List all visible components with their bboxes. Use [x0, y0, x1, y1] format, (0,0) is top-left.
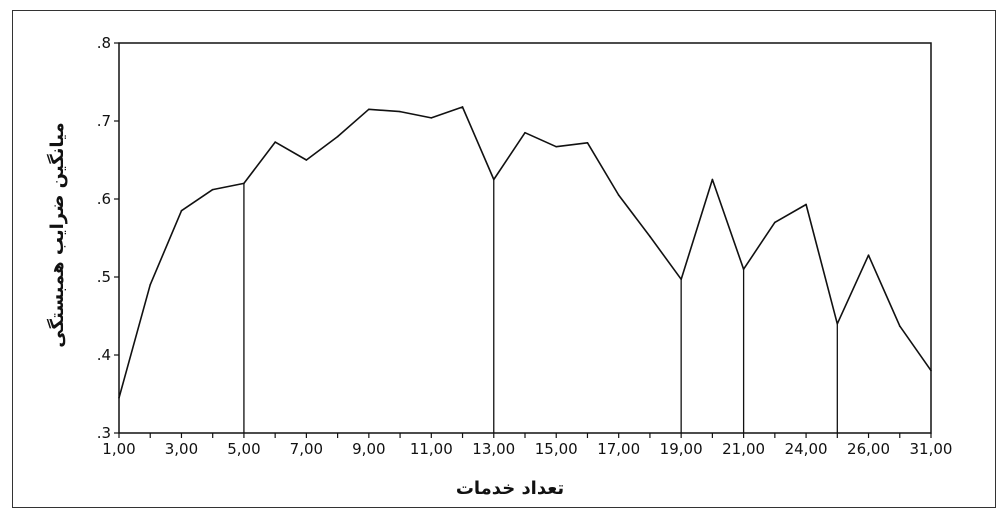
- x-tick-label: 19,00: [660, 440, 703, 458]
- y-tick-label: .5: [97, 268, 111, 286]
- y-tick-label: .3: [97, 424, 111, 442]
- x-tick-label: 9,00: [352, 440, 385, 458]
- data-point: [930, 369, 932, 372]
- y-tick-label: .8: [97, 34, 111, 52]
- drop-lines: [243, 179, 838, 433]
- line-chart: .3 .4 .5 .6 .7 .8 1,00 3,00 5,00 7,00 9,00 11,00 13…: [46, 34, 952, 499]
- data-point: [524, 131, 526, 134]
- data-point: [711, 178, 714, 181]
- data-point: [305, 159, 308, 161]
- series-line: [118, 106, 932, 399]
- data-point: [680, 278, 682, 281]
- data-point: [805, 203, 807, 206]
- series-polyline: [118, 106, 932, 399]
- data-point: [430, 117, 433, 119]
- y-tick-label: .7: [97, 112, 111, 130]
- data-point: [274, 141, 276, 143]
- x-tick-label: 15,00: [535, 440, 578, 458]
- chart-frame: .3 .4 .5 .6 .7 .8 1,00 3,00 5,00 7,00 9,00 11,00 13…: [12, 10, 996, 508]
- x-tick-label: 31,00: [910, 440, 953, 458]
- y-tick-label: .6: [97, 190, 111, 208]
- y-axis-ticks: .3 .4 .5 .6 .7 .8: [97, 34, 119, 442]
- data-point: [180, 209, 183, 212]
- x-tick-label: 13,00: [472, 440, 515, 458]
- y-axis-title: میانگین ضرایب همبستگی: [46, 122, 68, 347]
- x-tick-label: 1,00: [102, 440, 135, 458]
- data-point: [742, 268, 745, 271]
- data-point: [368, 108, 370, 111]
- plot-area-border: [118, 42, 932, 434]
- data-point: [836, 323, 839, 325]
- data-point: [555, 145, 558, 148]
- data-point: [149, 284, 152, 286]
- data-point: [898, 325, 901, 327]
- data-point: [118, 397, 120, 399]
- axes: [118, 42, 932, 434]
- data-point: [211, 188, 214, 191]
- x-tick-label: 26,00: [847, 440, 890, 458]
- x-tick-label: 7,00: [290, 440, 323, 458]
- data-point: [336, 135, 339, 138]
- y-tick-label: .4: [97, 346, 111, 364]
- data-point: [649, 235, 651, 238]
- x-tick-label: 3,00: [165, 440, 198, 458]
- data-point: [399, 110, 401, 113]
- data-point: [867, 254, 870, 256]
- x-tick-label: 24,00: [785, 440, 828, 458]
- x-tick-label: 5,00: [227, 440, 260, 458]
- x-axis-ticks: 1,00 3,00 5,00 7,00 9,00 11,00 13,00 15,00 17,00…: [102, 433, 952, 458]
- data-point: [492, 178, 495, 181]
- data-point: [617, 194, 620, 196]
- x-tick-label: 11,00: [410, 440, 453, 458]
- data-point: [586, 142, 589, 144]
- data-point: [774, 221, 776, 224]
- x-tick-label: 17,00: [597, 440, 640, 458]
- x-axis-title: تعداد خدمات: [456, 478, 564, 499]
- x-tick-label: 21,00: [722, 440, 765, 458]
- data-point: [243, 182, 245, 185]
- data-point: [461, 106, 464, 108]
